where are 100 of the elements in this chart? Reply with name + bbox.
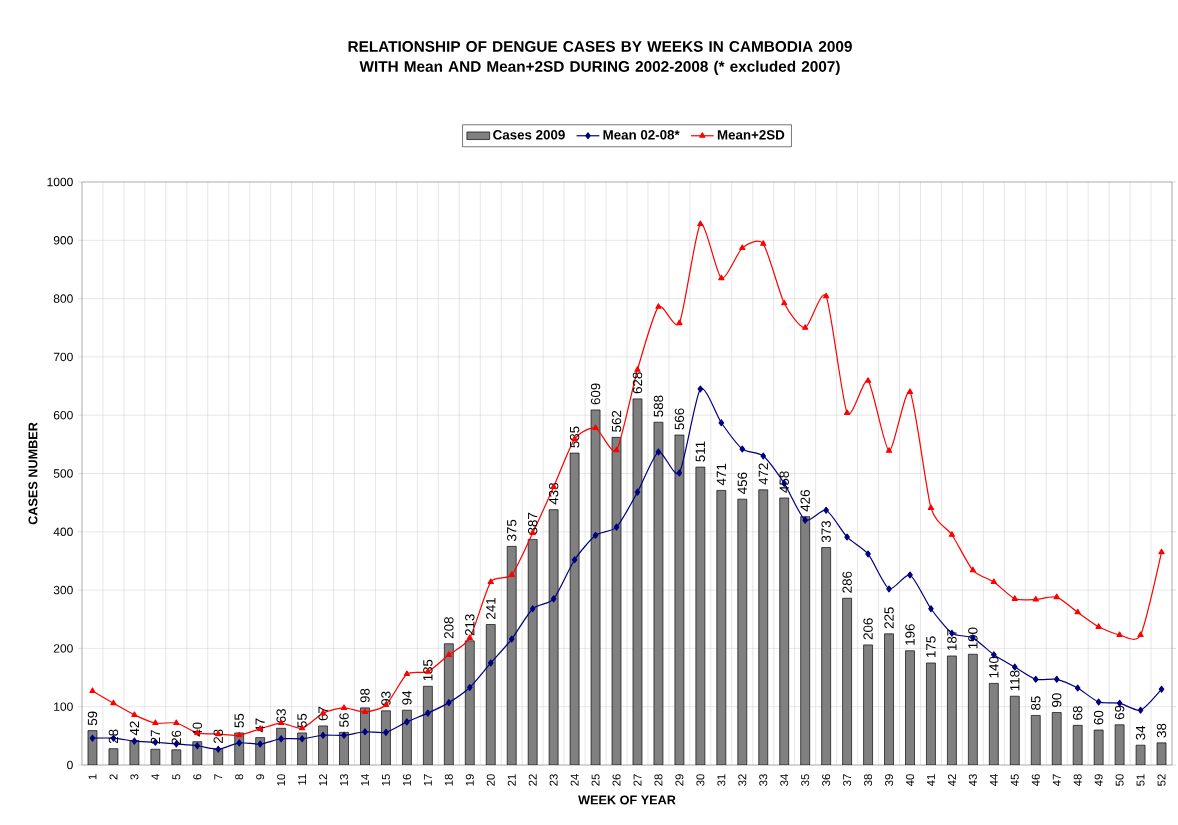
point xyxy=(613,523,620,531)
point xyxy=(1032,675,1039,683)
x-tick-label: 23 xyxy=(549,774,558,786)
point xyxy=(760,240,767,246)
point xyxy=(990,578,997,584)
data-label: 206 xyxy=(863,618,873,640)
point xyxy=(236,731,243,738)
point xyxy=(1053,593,1060,600)
data-label: 55 xyxy=(234,713,244,728)
x-tick-label: 5 xyxy=(172,774,181,780)
point xyxy=(1137,631,1144,638)
x-tick-label: 38 xyxy=(864,774,873,786)
x-tick-label: 17 xyxy=(423,774,432,786)
point xyxy=(676,469,683,477)
data-label: 196 xyxy=(905,624,915,645)
point xyxy=(446,699,452,707)
point xyxy=(571,556,578,564)
data-label: 286 xyxy=(842,571,852,593)
point xyxy=(508,635,515,643)
point xyxy=(1074,608,1081,615)
point xyxy=(89,687,96,694)
x-tick-label: 46 xyxy=(1031,774,1040,787)
point xyxy=(1053,675,1060,683)
x-tick-label: 16 xyxy=(402,774,411,786)
data-label: 562 xyxy=(611,410,622,432)
point xyxy=(655,303,662,309)
data-label: 135 xyxy=(423,659,433,681)
x-tick-label: 22 xyxy=(528,774,537,786)
point xyxy=(1011,595,1018,601)
data-label: 34 xyxy=(1135,725,1146,740)
point xyxy=(1137,706,1144,714)
y-tick-label: 500 xyxy=(53,469,73,478)
data-label: 387 xyxy=(527,512,538,534)
point xyxy=(969,566,977,573)
point xyxy=(697,385,704,393)
data-label: 85 xyxy=(1031,696,1041,710)
y-tick-label: 0 xyxy=(67,760,73,770)
point xyxy=(948,531,956,537)
x-tick-label: 31 xyxy=(717,774,726,786)
data-label: 42 xyxy=(129,721,140,736)
point xyxy=(278,735,284,743)
point xyxy=(1032,595,1039,602)
data-label: 609 xyxy=(590,383,601,405)
point xyxy=(1095,698,1102,706)
point xyxy=(634,488,641,496)
x-tick-label: 1 xyxy=(88,774,97,780)
x-tick-label: 43 xyxy=(968,774,977,787)
x-tick-label: 32 xyxy=(738,774,747,786)
point xyxy=(173,719,180,726)
point xyxy=(152,719,159,726)
data-label: 27 xyxy=(150,730,161,744)
point xyxy=(927,504,935,510)
x-tick-label: 30 xyxy=(696,774,705,786)
point xyxy=(131,737,138,745)
x-tick-label: 14 xyxy=(361,774,369,786)
x-tick-label: 28 xyxy=(654,774,663,786)
x-tick-label: 49 xyxy=(1094,774,1103,787)
data-label: 535 xyxy=(569,426,580,448)
y-tick-label: 900 xyxy=(53,236,73,245)
point xyxy=(110,699,117,706)
y-tick-label: 300 xyxy=(53,585,73,595)
x-tick-label: 2 xyxy=(109,774,118,780)
data-label: 471 xyxy=(716,463,726,486)
point xyxy=(131,711,138,717)
data-label: 213 xyxy=(465,614,475,636)
point xyxy=(341,731,347,739)
x-tick-label: 18 xyxy=(444,774,453,786)
point xyxy=(89,734,96,742)
point xyxy=(760,452,767,460)
x-tick-label: 35 xyxy=(801,774,810,786)
x-tick-label: 19 xyxy=(465,774,474,786)
data-label: 56 xyxy=(339,713,349,727)
point xyxy=(802,516,808,524)
point xyxy=(592,531,599,539)
y-tick-label: 700 xyxy=(53,352,73,362)
point xyxy=(634,366,641,372)
y-tick-label: 1000 xyxy=(47,177,73,187)
point xyxy=(613,446,620,453)
point xyxy=(1158,548,1165,555)
x-tick-label: 13 xyxy=(340,774,349,786)
y-tick-label: 100 xyxy=(54,702,73,711)
x-tick-label: 51 xyxy=(1136,774,1145,786)
x-tick-label: 48 xyxy=(1073,774,1082,787)
x-tick-label: 11 xyxy=(298,774,306,785)
data-label: 187 xyxy=(947,629,957,651)
data-label: 588 xyxy=(653,395,664,417)
data-label: 59 xyxy=(87,711,98,726)
point xyxy=(802,324,809,330)
point xyxy=(843,409,851,415)
point xyxy=(865,550,871,558)
point xyxy=(403,670,411,677)
point xyxy=(739,445,746,453)
data-label: 94 xyxy=(402,690,412,705)
data-label: 241 xyxy=(486,597,496,619)
x-tick-label: 42 xyxy=(947,774,956,787)
x-tick-label: 34 xyxy=(780,774,789,786)
x-tick-label: 9 xyxy=(256,774,265,780)
point xyxy=(864,377,872,383)
data-label: 55 xyxy=(297,713,307,728)
data-label: 511 xyxy=(695,441,706,462)
